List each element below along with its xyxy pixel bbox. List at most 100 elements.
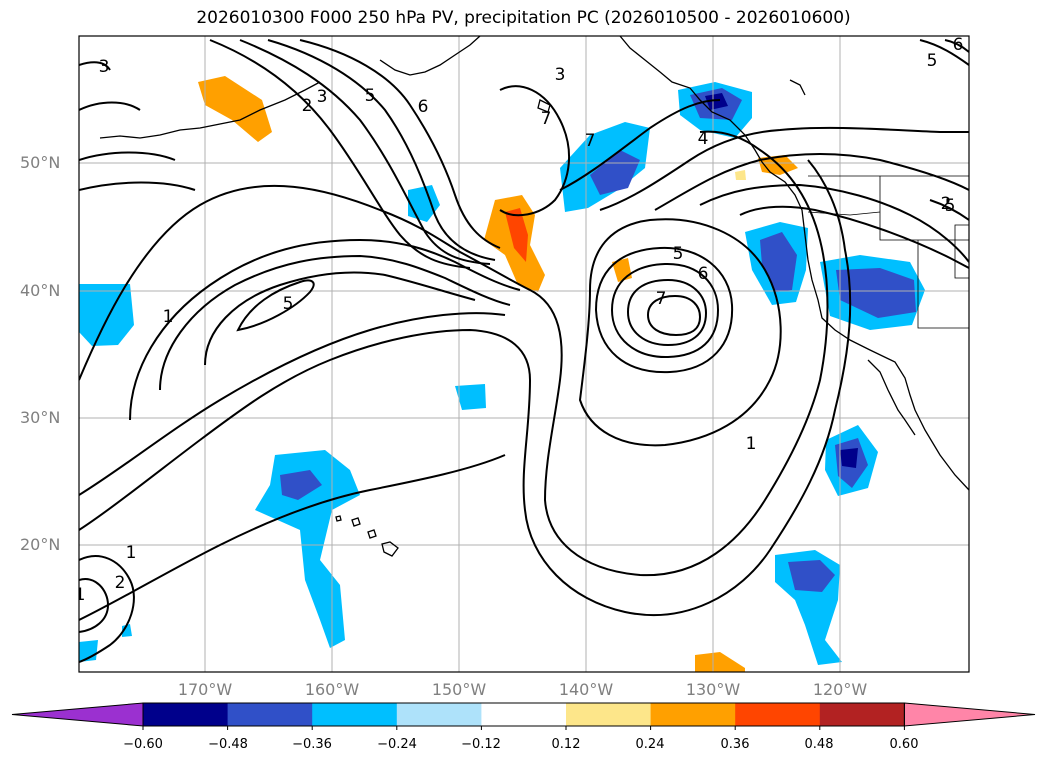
contour-label: 3 [317, 87, 328, 107]
lon-label: 170°W [177, 680, 233, 699]
lon-label: 130°W [685, 680, 741, 699]
precip-negative-area [455, 384, 486, 410]
colorbar-outline [142, 702, 905, 727]
pv-contour-18 [739, 205, 969, 269]
contour-label: 6 [953, 35, 964, 55]
contour-label: 5 [365, 86, 376, 106]
colorbar-segment [396, 703, 482, 726]
lat-label: 30°N [20, 408, 61, 427]
lon-label: 150°W [431, 680, 487, 699]
colorbar-segment [819, 703, 905, 726]
contour-label: 2 [941, 194, 952, 214]
pv-contour-9 [209, 39, 471, 269]
pv-contour-14 [559, 99, 721, 191]
pv-contour-3 [79, 454, 506, 621]
lon-label: 140°W [558, 680, 614, 699]
map-content: 3 2 3 5 6 7 7 4 1 5 1 5 6 7 1 1 2 5 5 6 … [75, 35, 969, 672]
map-title: 2026010300 F000 250 hPa PV, precipitatio… [196, 8, 851, 28]
contour-label: 4 [698, 129, 709, 149]
contour-label: 1 [163, 307, 174, 327]
precip-negative-area [280, 470, 322, 500]
colorbar-tick-label: 0.36 [720, 737, 750, 752]
pv-contour-22 [646, 294, 702, 337]
colorbar-tick-label: −0.12 [461, 737, 501, 752]
precip-negative-area [408, 185, 440, 222]
colorbar-tick-label: 0.60 [889, 737, 919, 752]
pv-contour-15 [599, 126, 969, 211]
colorbar-tick-label: 0.12 [551, 737, 581, 752]
colorbar-tick-label: −0.48 [208, 737, 248, 752]
precip-positive-area [612, 258, 632, 282]
pv-contour-1 [79, 130, 829, 577]
colorbar-tick-label: 0.24 [635, 737, 665, 752]
precip-positive-area [695, 652, 745, 672]
colorbar-segment [312, 703, 398, 726]
pv-contour-7 [204, 271, 476, 366]
colorbar-extend-min [11, 702, 144, 727]
colorbar-segment [735, 703, 821, 726]
pv-contour-29 [79, 578, 110, 633]
precip-negative-area [79, 284, 134, 346]
colorbar-segment [650, 703, 736, 726]
precip-negative-area [705, 93, 728, 110]
pv-contour-30 [919, 39, 969, 66]
map-frame [78, 35, 970, 673]
pv-contour-32 [929, 199, 969, 221]
pv-contour-26 [79, 151, 176, 161]
contour-label: 6 [418, 97, 429, 117]
contour-label: 5 [945, 196, 956, 216]
contour-label: 6 [698, 264, 709, 284]
precip-negative-area [788, 560, 835, 592]
pv-contour-20 [610, 262, 720, 359]
colorbar-tick-label: −0.36 [292, 737, 332, 752]
pv-contour-21 [626, 278, 708, 347]
precip-negative-area [590, 150, 640, 195]
pv-contour-6 [159, 254, 511, 391]
pv-contour-16 [654, 153, 969, 211]
contour-label: 1 [746, 434, 757, 454]
contour-label: 7 [541, 109, 552, 129]
pv-contour-27 [79, 181, 196, 191]
lon-label: 120°W [812, 680, 868, 699]
pv-contour-4 [79, 312, 506, 496]
precip-negative-area [836, 268, 916, 318]
colorbar-segment [481, 703, 567, 726]
precip-shading [79, 76, 925, 672]
precip-positive-area [735, 170, 746, 180]
pv-contour-12 [299, 39, 501, 249]
colorbar [11, 702, 1036, 730]
map-gridlines [79, 36, 969, 672]
contour-label: 3 [99, 57, 110, 77]
lat-label: 40°N [20, 281, 61, 300]
contour-labels: 3 2 3 5 6 7 7 4 1 5 1 5 6 7 1 1 2 5 5 6 … [75, 35, 964, 605]
pv-contour-10 [239, 39, 491, 265]
coastlines [99, 36, 969, 557]
colorbar-tick-label: −0.60 [123, 737, 163, 752]
contour-label: 5 [673, 244, 684, 264]
contour-label: 3 [555, 65, 566, 85]
pv-contours [79, 39, 969, 663]
contour-label: 2 [302, 96, 313, 116]
lat-label: 50°N [20, 153, 61, 172]
colorbar-segment [143, 703, 229, 726]
pv-contour-11 [267, 39, 496, 261]
pv-contour-13 [499, 85, 571, 217]
precip-negative-area [122, 624, 132, 637]
contour-label: 7 [585, 131, 596, 151]
contour-label: 7 [656, 289, 667, 309]
colorbar-tick-label: −0.24 [377, 737, 417, 752]
pv-contour-17 [699, 183, 969, 263]
contour-label: 1 [75, 585, 86, 605]
pv-contour-19 [594, 246, 734, 374]
pv-contour-24 [79, 61, 111, 71]
contour-label: 2 [115, 573, 126, 593]
lat-label: 20°N [20, 535, 61, 554]
contour-label: 1 [126, 543, 137, 563]
pv-contour-28 [79, 555, 135, 663]
colorbar-segment [566, 703, 652, 726]
pv-contour-31 [944, 39, 969, 53]
pv-contour-8 [236, 279, 315, 332]
pv-contour-2 [79, 159, 852, 617]
pv-contour-23 [578, 218, 782, 447]
